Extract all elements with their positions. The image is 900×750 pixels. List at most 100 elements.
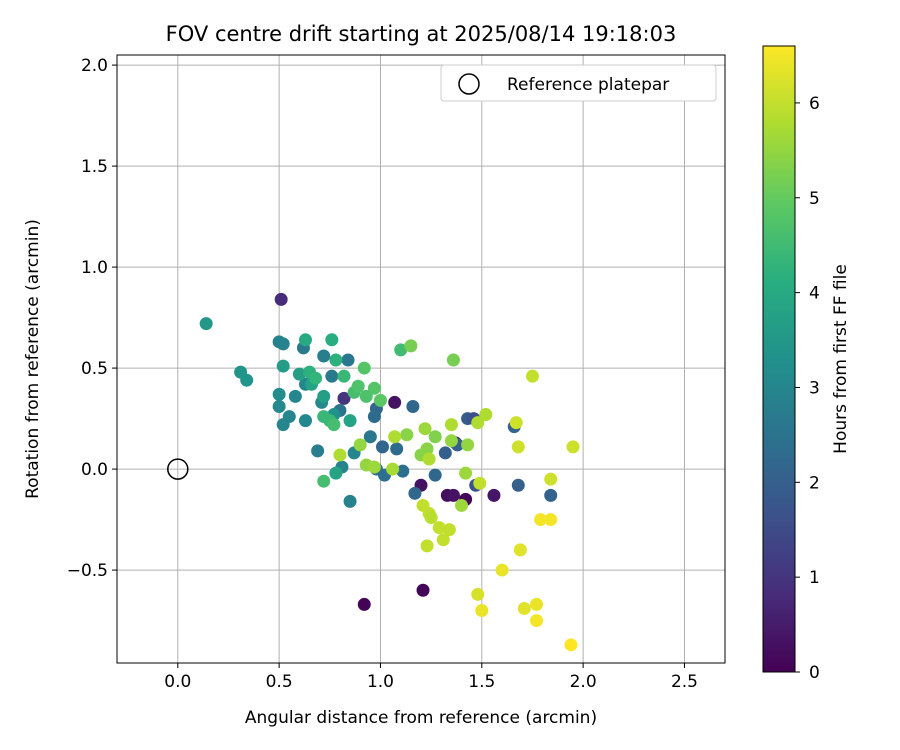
y-tick-label: −0.5	[67, 561, 108, 581]
data-point	[475, 603, 489, 617]
data-point	[357, 361, 371, 375]
data-point	[329, 466, 343, 480]
grid-lines	[117, 55, 725, 663]
x-tick-label: 2.0	[570, 672, 597, 692]
data-point	[325, 369, 339, 383]
y-tick-label: 2.0	[81, 56, 108, 76]
data-point	[272, 387, 286, 401]
data-point	[367, 460, 381, 474]
data-point	[359, 389, 373, 403]
data-points	[199, 292, 580, 652]
data-point	[388, 430, 402, 444]
data-point	[446, 353, 460, 367]
data-point	[396, 464, 410, 478]
data-point	[471, 416, 485, 430]
data-point	[461, 438, 475, 452]
reference-marker	[167, 458, 189, 480]
legend-marker-circle-icon	[458, 73, 480, 95]
data-point	[327, 418, 341, 432]
data-point	[530, 597, 544, 611]
data-point	[509, 416, 523, 430]
data-point	[276, 359, 290, 373]
data-point	[495, 563, 509, 577]
data-point	[408, 486, 422, 500]
data-point	[357, 597, 371, 611]
data-point	[446, 488, 460, 502]
data-point	[343, 494, 357, 508]
data-point	[367, 381, 381, 395]
data-point	[444, 434, 458, 448]
data-point	[564, 638, 578, 652]
data-point	[487, 488, 501, 502]
x-tick-label: 0.0	[164, 672, 191, 692]
data-point	[282, 410, 296, 424]
data-point	[424, 511, 438, 525]
colorbar-label: Hours from first FF file	[831, 264, 851, 454]
x-tick-label: 1.0	[367, 672, 394, 692]
data-point	[292, 367, 306, 381]
y-tick-label: 1.5	[81, 157, 108, 177]
plot-frame	[116, 54, 726, 664]
data-point	[343, 414, 357, 428]
data-point	[459, 466, 473, 480]
data-point	[341, 353, 355, 367]
data-point	[367, 410, 381, 424]
data-point	[566, 440, 580, 454]
data-point	[317, 389, 331, 403]
colorbar-tick-label: 5	[809, 189, 820, 209]
data-point	[544, 513, 558, 527]
colorbar-tick-label: 2	[809, 473, 820, 493]
data-point	[455, 498, 469, 512]
data-point	[353, 438, 367, 452]
data-point	[544, 488, 558, 502]
colorbar-tick-label: 1	[809, 568, 820, 588]
legend-box	[440, 64, 717, 102]
data-point	[240, 373, 254, 387]
data-point	[298, 333, 312, 347]
data-point	[473, 476, 487, 490]
data-point	[272, 399, 286, 413]
data-point	[394, 343, 408, 357]
colorbar: 0 1 2 3 4 5 6 Hours from first FF file	[762, 45, 851, 683]
data-point	[337, 391, 351, 405]
data-point	[432, 521, 446, 535]
data-point	[418, 422, 432, 436]
data-point	[388, 395, 402, 409]
data-point	[517, 601, 531, 615]
data-point	[530, 614, 544, 628]
chart-title: FOV centre drift starting at 2025/08/14 …	[166, 22, 677, 46]
data-point	[375, 440, 389, 454]
data-point	[422, 452, 436, 466]
y-axis-label: Rotation from reference (arcmin)	[23, 219, 43, 499]
data-point	[420, 442, 434, 456]
data-point	[400, 428, 414, 442]
data-point	[511, 478, 525, 492]
data-point	[444, 418, 458, 432]
x-tick-label: 2.5	[671, 672, 698, 692]
colorbar-tick-label: 4	[809, 284, 820, 304]
x-axis-ticks: 0.0 0.5 1.0 1.5 2.0 2.5	[164, 663, 698, 692]
data-point	[471, 587, 485, 601]
data-point	[406, 399, 420, 413]
legend-label: Reference platepar	[507, 75, 669, 95]
x-tick-label: 1.5	[468, 672, 495, 692]
x-axis-label: Angular distance from reference (arcmin)	[245, 708, 597, 728]
colorbar-ticks: 0 1 2 3 4 5 6	[795, 94, 820, 683]
data-point	[337, 369, 351, 383]
data-point	[525, 369, 539, 383]
data-point	[544, 472, 558, 486]
y-tick-label: 0.0	[81, 460, 108, 480]
y-axis-ticks: −0.5 0.0 0.5 1.0 1.5 2.0	[67, 56, 117, 581]
data-point	[325, 333, 339, 347]
data-point	[534, 513, 548, 527]
legend: Reference platepar	[440, 64, 717, 102]
data-point	[390, 442, 404, 456]
data-point	[317, 349, 331, 363]
data-point	[438, 446, 452, 460]
data-point	[288, 389, 302, 403]
data-point	[442, 523, 456, 537]
data-point	[329, 353, 343, 367]
data-point	[420, 539, 434, 553]
data-point	[274, 292, 288, 306]
